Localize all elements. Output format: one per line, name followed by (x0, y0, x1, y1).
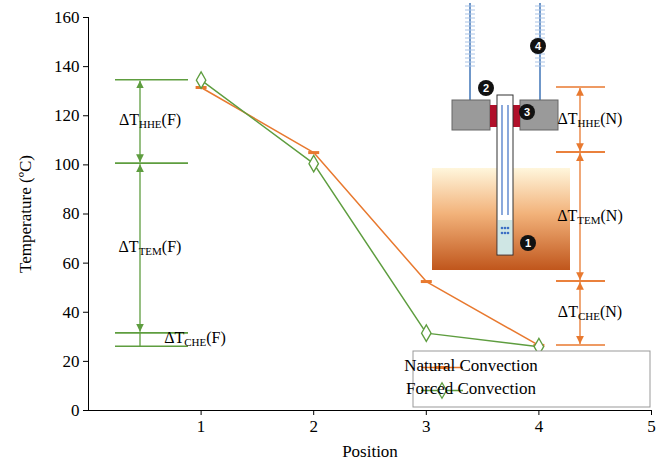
svg-text:4: 4 (535, 40, 542, 52)
svg-text:Natural Convection: Natural Convection (404, 356, 538, 375)
svg-text:2: 2 (483, 82, 489, 94)
svg-text:5: 5 (647, 417, 656, 436)
svg-text:ΔTHHE(F): ΔTHHE(F) (119, 111, 181, 130)
svg-text:20: 20 (63, 352, 80, 371)
svg-text:3: 3 (524, 106, 530, 118)
svg-text:ΔTTEM(F): ΔTTEM(F) (119, 238, 182, 257)
svg-text:Temperature (ºC): Temperature (ºC) (16, 155, 35, 273)
svg-text:ΔTCHE(N): ΔTCHE(N) (558, 303, 622, 322)
svg-text:160: 160 (54, 8, 80, 27)
svg-text:Position: Position (342, 442, 398, 461)
svg-text:1: 1 (525, 237, 531, 249)
svg-text:140: 140 (54, 57, 80, 76)
svg-text:100: 100 (54, 155, 80, 174)
svg-text:4: 4 (535, 417, 544, 436)
svg-text:120: 120 (54, 106, 80, 125)
svg-text:ΔTCHE(F): ΔTCHE(F) (164, 329, 226, 348)
svg-text:ΔTTEM(N): ΔTTEM(N) (557, 206, 623, 225)
svg-text:3: 3 (422, 417, 431, 436)
svg-text:2: 2 (309, 417, 318, 436)
svg-text:60: 60 (63, 254, 80, 273)
svg-text:Forced Convection: Forced Convection (406, 379, 536, 398)
svg-text:1: 1 (197, 417, 206, 436)
svg-text:0: 0 (71, 401, 80, 420)
svg-text:80: 80 (63, 204, 80, 223)
svg-text:40: 40 (63, 303, 80, 322)
svg-text:ΔTHHE(N): ΔTHHE(N) (558, 109, 623, 128)
